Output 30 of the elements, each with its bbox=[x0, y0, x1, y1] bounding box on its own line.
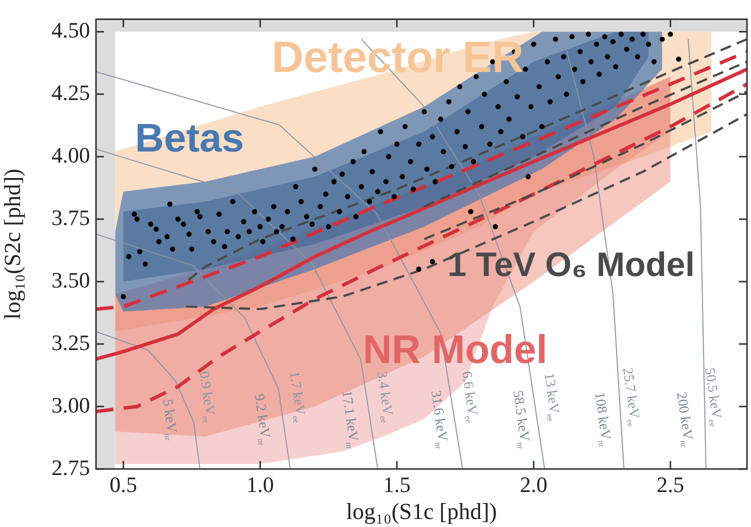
text: 13 keVee bbox=[540, 372, 562, 422]
annotation: 200 keVnr bbox=[673, 391, 695, 448]
annotation: 5 keVnr bbox=[159, 398, 179, 442]
y-tick-label: 4.25 bbox=[52, 80, 90, 105]
legend-label: Betas bbox=[135, 116, 244, 161]
text: 0.9 keVee bbox=[196, 370, 217, 424]
text: 25.7 keVee bbox=[619, 366, 642, 428]
annotation: 31.6 keVnr bbox=[427, 390, 450, 450]
annotation: 17.1 keVnr bbox=[338, 390, 360, 450]
y-axis-title: log₁₀(S2c [phd]) bbox=[0, 168, 25, 320]
y-tick-label: 4.00 bbox=[52, 142, 90, 168]
x-tick-label: 2.5 bbox=[656, 472, 684, 497]
annotation: 108 keVnr bbox=[591, 391, 613, 448]
text: 50.5 keVee bbox=[701, 366, 724, 428]
text: 6.6 keVee bbox=[458, 370, 480, 424]
annotation: 58.5 keVnr bbox=[509, 390, 532, 450]
x-tick-label: 1.0 bbox=[246, 472, 274, 497]
y-tick-label: 3.50 bbox=[52, 267, 90, 292]
text: 3.4 keVee bbox=[374, 370, 395, 424]
y-tick-label: 2.75 bbox=[52, 454, 90, 480]
x-tick-label: 0.5 bbox=[110, 472, 138, 497]
x-axis-title: log₁₀(S1c [phd]) bbox=[346, 499, 497, 524]
y-tick-label: 3.25 bbox=[52, 330, 90, 355]
y-tick-label: 3.00 bbox=[52, 392, 90, 418]
y-tick-label: 4.50 bbox=[52, 17, 90, 42]
annotation: 9.2 keVnr bbox=[250, 393, 272, 446]
text: 1.7 keVee bbox=[286, 370, 308, 424]
x-tick-label: 1.5 bbox=[383, 472, 411, 497]
x-tick-label: 2.0 bbox=[520, 472, 548, 497]
y-tick-label: 3.75 bbox=[52, 204, 90, 230]
